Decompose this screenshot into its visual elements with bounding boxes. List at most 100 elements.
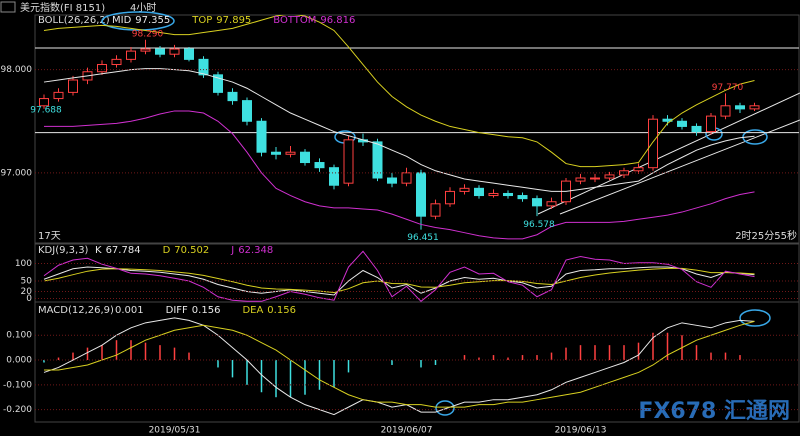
candle-body — [590, 177, 600, 180]
candle-body — [401, 172, 412, 184]
status-right: 2时25分55秒 — [735, 229, 797, 242]
series-line — [43, 266, 755, 296]
series-line — [43, 15, 755, 168]
candle-body — [140, 48, 151, 52]
legend-value: 0.156 — [267, 305, 296, 316]
y-tick-label: -0.200 — [3, 405, 32, 415]
legend-value: 62.348 — [238, 245, 273, 256]
candle-body — [314, 162, 325, 169]
candle-body — [53, 91, 64, 100]
candle-body — [459, 187, 470, 192]
legend-name: J — [230, 245, 234, 256]
candle-body — [372, 141, 383, 179]
candle-body — [546, 201, 557, 207]
series-line — [43, 250, 755, 302]
legend-name: D — [163, 245, 171, 256]
price-annotation: 96.578 — [523, 220, 555, 230]
candle-body — [474, 187, 484, 197]
candle-body — [387, 177, 397, 184]
candle-body — [300, 151, 310, 164]
candle-body — [242, 100, 252, 122]
candle-body — [155, 48, 165, 55]
series-line — [43, 68, 755, 192]
window-icon[interactable] — [0, 1, 16, 13]
legend-value: 97.895 — [216, 15, 251, 26]
watermark: FX678 汇通网 — [638, 399, 790, 424]
candle-body — [68, 79, 78, 93]
candle-body — [285, 151, 296, 155]
series-line — [44, 110, 755, 240]
legend-value: 67.784 — [106, 245, 141, 256]
legend-name: DIFF — [166, 305, 188, 316]
candle-body — [691, 125, 702, 133]
candle-body — [445, 190, 455, 205]
candle-body — [256, 120, 267, 153]
candle-body — [706, 115, 716, 133]
price-annotation: 96.451 — [407, 233, 439, 243]
y-tick-label: 0.100 — [6, 331, 32, 341]
period: 4小时 — [130, 2, 156, 14]
x-tick-label: 2019/05/31 — [149, 426, 201, 436]
x-tick-label: 2019/06/13 — [555, 426, 607, 436]
boll-indicator: BOLL(26,26,2) — [38, 15, 110, 26]
trend-lines — [537, 92, 800, 215]
legend-value: 0.001 — [115, 305, 144, 316]
indicator-plot — [43, 317, 756, 416]
kdj-indicator: KDJ(9,3,3) — [38, 245, 89, 256]
candle-body — [227, 91, 238, 102]
candle-body — [198, 58, 209, 76]
status-left: 17天 — [38, 231, 61, 242]
y-tick-label: 97.000 — [1, 168, 33, 178]
candle-body — [39, 98, 49, 107]
candle-body — [111, 58, 122, 66]
legend-value: 0.156 — [192, 305, 221, 316]
legend-name: DEA — [242, 305, 263, 316]
candle-body — [517, 195, 528, 200]
macd-indicator: MACD(12,26,9) — [38, 305, 114, 316]
price-annotation: 97.688 — [30, 105, 62, 115]
y-tick-label: 100 — [15, 259, 32, 269]
legend-name: MID — [112, 15, 132, 26]
candle-body — [184, 48, 194, 60]
panel-frames — [34, 14, 800, 423]
candle-body — [430, 203, 441, 217]
candle-body — [488, 192, 499, 197]
candle-body — [648, 118, 658, 169]
symbol-title: 美元指数(FI 8151) — [20, 1, 105, 14]
candle-body — [604, 174, 615, 179]
y-tick-label: 20 — [21, 287, 33, 297]
series-line — [44, 320, 755, 408]
candle-body — [532, 198, 542, 207]
legend-value: 96.816 — [320, 15, 355, 26]
series-line — [43, 317, 755, 416]
candle-body — [735, 105, 745, 110]
legend-value: 70.502 — [174, 245, 209, 256]
candle-body — [213, 74, 223, 93]
legend-value: 97.355 — [135, 15, 170, 26]
price-plot — [35, 15, 799, 240]
candle-body — [416, 172, 426, 217]
candle-body — [575, 177, 586, 182]
y-tick-label: 0.000 — [6, 356, 32, 366]
candle-body — [343, 139, 354, 184]
x-tick-label: 2019/06/07 — [381, 426, 433, 436]
legend-name: BOTTOM — [273, 15, 316, 26]
candle-body — [97, 64, 107, 73]
y-tick-label: 98.000 — [1, 65, 33, 75]
candle-body — [329, 167, 339, 186]
candle-body — [720, 105, 731, 117]
candle-body — [169, 48, 180, 55]
y-tick-label: 0 — [26, 294, 32, 304]
candle-body — [271, 151, 281, 155]
indicator-plot — [43, 250, 755, 302]
y-tick-label: -0.100 — [3, 380, 32, 390]
legend-name: K — [95, 245, 102, 256]
candle-body — [633, 167, 644, 172]
candle-body — [749, 105, 760, 110]
legend-name: TOP — [191, 15, 212, 26]
candle-body — [126, 50, 136, 60]
price-annotation: 97.770 — [712, 83, 744, 93]
y-tick-label: 50 — [21, 277, 33, 287]
